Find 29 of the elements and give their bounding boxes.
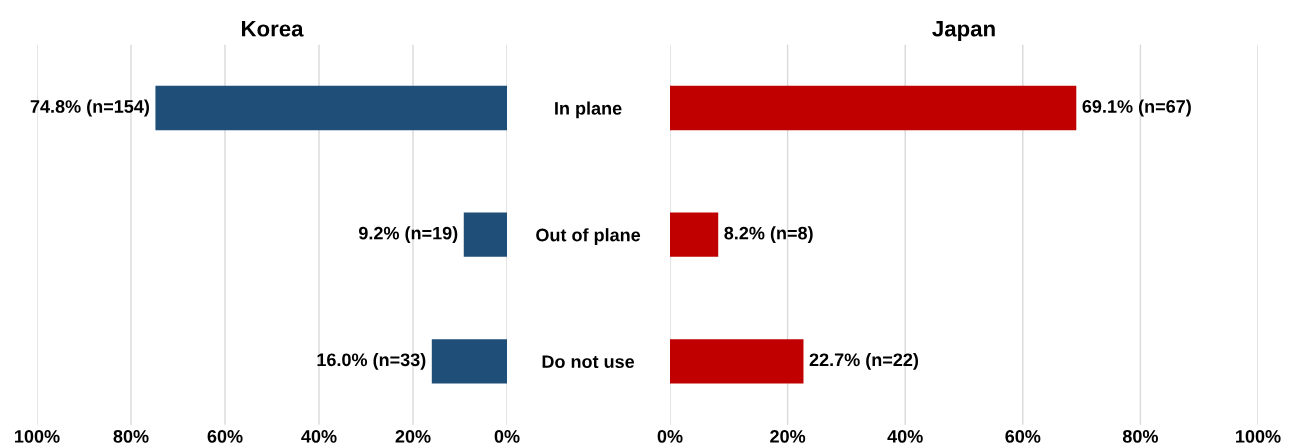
data-label: 9.2% (n=19) xyxy=(358,226,458,244)
bar xyxy=(431,339,507,384)
chart-title: Japan xyxy=(932,21,995,41)
x-tick-label: 20% xyxy=(770,429,806,443)
x-tick-label: 40% xyxy=(301,429,337,443)
x-tick-label: 0% xyxy=(494,429,520,443)
y-tick-label: In plane xyxy=(555,101,622,119)
data-label: 8.2% (n=8) xyxy=(724,226,813,244)
y-tick-label: Do not use xyxy=(542,355,635,369)
x-tick-label: 100% xyxy=(1236,429,1281,443)
x-tick-label: 80% xyxy=(1122,429,1158,443)
data-label: 22.7% (n=22) xyxy=(809,352,919,370)
x-tick-label: 40% xyxy=(887,429,923,443)
bar xyxy=(670,85,1077,131)
bar xyxy=(155,85,507,131)
chart-title: Korea xyxy=(241,21,304,37)
x-tick-label: 100% xyxy=(15,429,60,443)
x-tick-label: 60% xyxy=(207,429,243,443)
y-tick-label: Out of plane xyxy=(536,228,641,245)
data-label: 74.8% (n=154) xyxy=(30,99,149,117)
data-label: 69.1% (n=67) xyxy=(1082,99,1191,117)
x-tick-label: 20% xyxy=(395,429,431,443)
x-tick-label: 60% xyxy=(1005,429,1041,443)
data-label: 16.0% (n=33) xyxy=(317,352,426,370)
bar xyxy=(463,212,507,257)
bar xyxy=(670,212,719,257)
x-tick-label: 0% xyxy=(657,429,683,443)
bar xyxy=(670,339,804,384)
x-tick-label: 80% xyxy=(113,429,149,443)
